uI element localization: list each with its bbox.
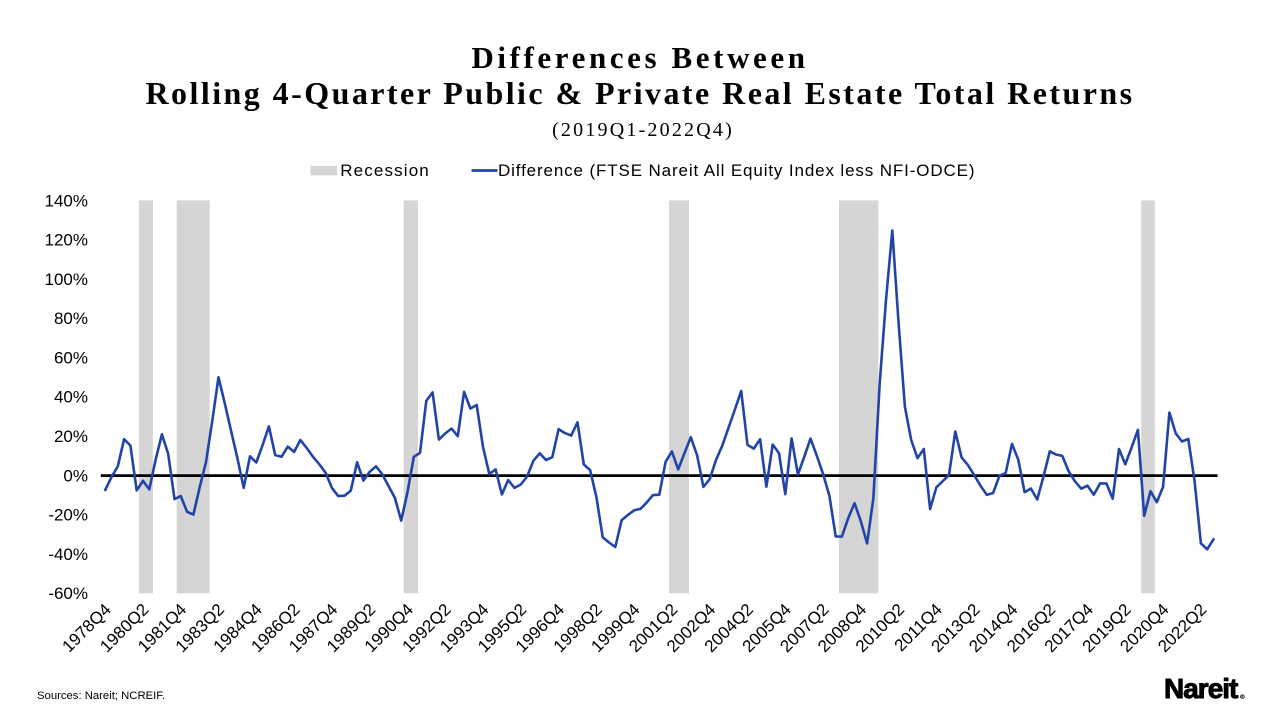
svg-text:40%: 40% (54, 388, 88, 407)
svg-text:Rolling 4-Quarter Public & Pri: Rolling 4-Quarter Public & Private Real … (146, 75, 1135, 111)
svg-text:R: R (1241, 695, 1244, 699)
svg-text:20%: 20% (54, 427, 88, 446)
svg-text:60%: 60% (54, 349, 88, 368)
svg-text:-40%: -40% (48, 545, 88, 564)
svg-text:Differences Between: Differences Between (471, 40, 808, 75)
svg-text:(2019Q1-2022Q4): (2019Q1-2022Q4) (552, 119, 734, 141)
svg-text:Difference (FTSE Nareit All Eq: Difference (FTSE Nareit All Equity Index… (498, 161, 975, 180)
svg-text:80%: 80% (54, 309, 88, 328)
svg-text:Nareit: Nareit (1164, 673, 1238, 704)
svg-text:140%: 140% (45, 191, 88, 210)
svg-text:120%: 120% (45, 231, 88, 250)
svg-text:Recession: Recession (340, 161, 430, 180)
svg-text:100%: 100% (45, 270, 88, 289)
svg-text:Sources: Nareit; NCREIF.: Sources: Nareit; NCREIF. (37, 690, 165, 702)
svg-text:0%: 0% (63, 466, 88, 485)
svg-text:-60%: -60% (48, 584, 88, 603)
svg-text:-20%: -20% (48, 506, 88, 525)
